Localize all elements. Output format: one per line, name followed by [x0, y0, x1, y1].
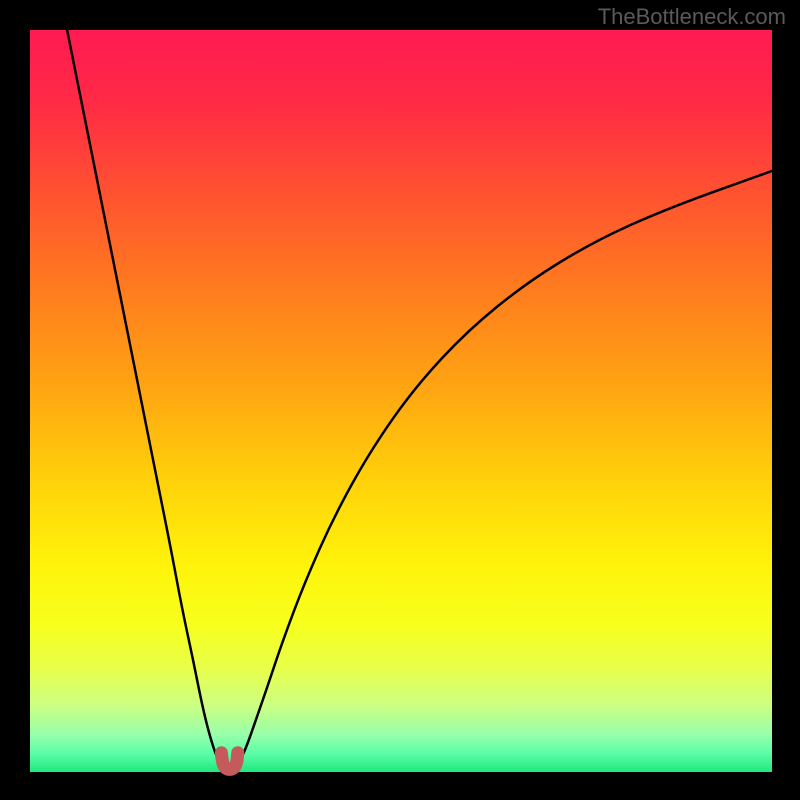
- watermark-text: TheBottleneck.com: [598, 4, 786, 30]
- bottleneck-chart: TheBottleneck.com: [0, 0, 800, 800]
- chart-svg: [0, 0, 800, 800]
